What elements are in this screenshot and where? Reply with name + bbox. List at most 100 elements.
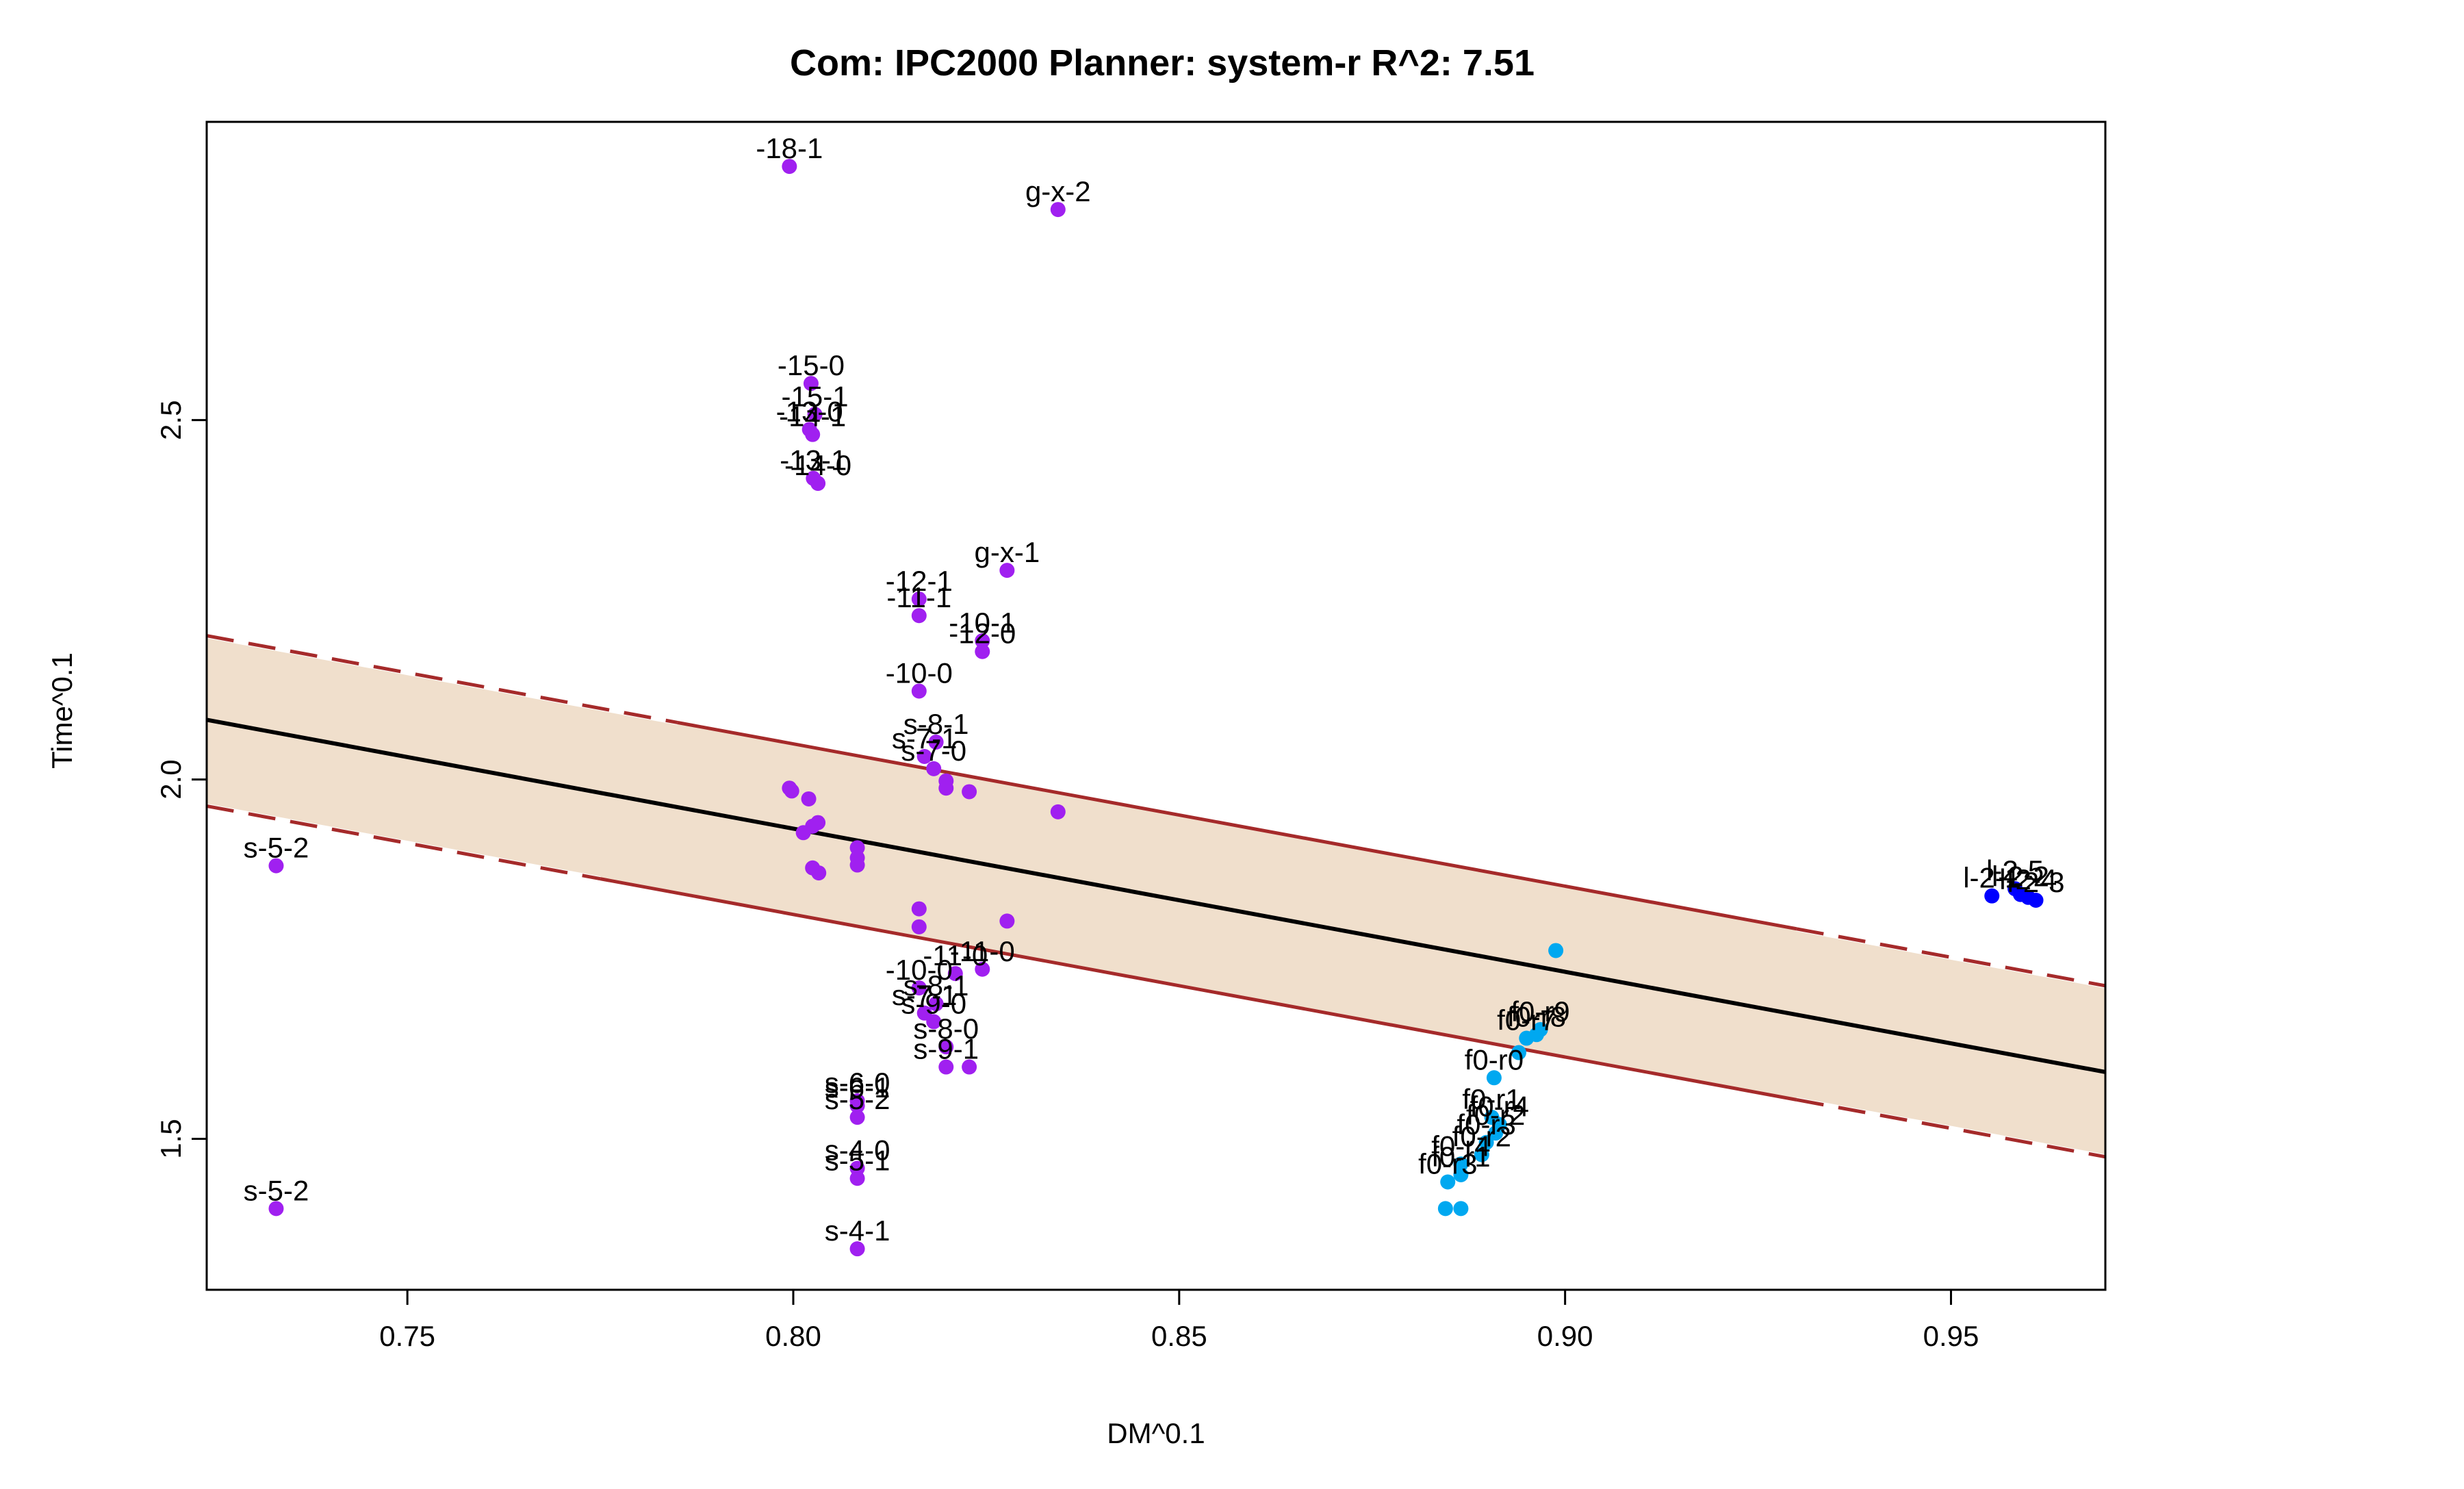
point-label: -13-1 — [780, 444, 847, 476]
data-point — [928, 735, 944, 750]
point-label: l-2-2 — [1992, 861, 2049, 893]
point-label: -10-1 — [949, 607, 1016, 639]
point-label: f0-r4 — [1431, 1130, 1490, 1162]
point-label: f0-r9 — [1511, 995, 1569, 1028]
x-tick-label: 0.90 — [1537, 1320, 1593, 1352]
point-label: -15-0 — [778, 349, 845, 381]
data-point — [849, 1241, 865, 1257]
data-point — [926, 1014, 942, 1030]
point-label: s-5-2 — [825, 1083, 890, 1115]
point-label: s-5-1 — [825, 1144, 890, 1176]
point-label: s-9-0 — [901, 987, 966, 1019]
data-point — [926, 761, 942, 776]
data-point — [1453, 1201, 1469, 1217]
plot-area: -18-1 g-x-2 -15-0-15-1-13-0-14-1 -13-1-14-0… — [207, 132, 2105, 1257]
band-dash-2 — [207, 804, 601, 881]
point-label: s-8-0 — [913, 1013, 979, 1045]
x-tick-label: 0.85 — [1151, 1320, 1207, 1352]
data-point — [807, 407, 823, 422]
data-point — [1984, 888, 2000, 904]
point-label: f0-r1 — [1462, 1083, 1521, 1115]
data-point — [1519, 1030, 1535, 1046]
data-point — [784, 783, 799, 799]
data-point — [1050, 202, 1066, 218]
data-point — [999, 913, 1015, 929]
data-point — [1440, 1174, 1456, 1190]
point-label: -14-0 — [784, 449, 851, 481]
data-point — [1488, 1125, 1504, 1141]
point-label: s-9-1 — [913, 1033, 979, 1065]
y-axis: 1.5 2.0 2.5 — [155, 400, 207, 1159]
chart-title: Com: IPC2000 Planner: system-r R^2: 7.51 — [790, 42, 1535, 84]
y-axis-label: Time^0.1 — [46, 652, 78, 769]
data-point — [811, 865, 827, 881]
data-point — [962, 784, 977, 800]
point-label: -10-0 — [886, 657, 953, 689]
point-label: f0-r2 — [1466, 1099, 1525, 1131]
data-point — [801, 791, 817, 806]
data-point — [1050, 804, 1066, 819]
x-axis: 0.75 0.80 0.85 0.90 0.95 — [379, 1288, 1979, 1352]
point-label: -15-1 — [782, 380, 849, 412]
y-tick-label: 1.5 — [155, 1119, 187, 1158]
point-label: s-8-1 — [903, 708, 969, 740]
data-point — [795, 825, 811, 841]
data-point — [268, 858, 284, 874]
point-label: s-7-1 — [892, 979, 958, 1011]
data-point — [911, 919, 927, 934]
data-point — [1437, 1201, 1453, 1217]
point-label: -10-0 — [886, 954, 953, 986]
data-point — [975, 961, 990, 977]
point-label: s-6-0 — [825, 1067, 890, 1099]
data-point — [962, 1059, 977, 1075]
x-tick-label: 0.80 — [765, 1320, 821, 1352]
x-axis-label: DM^0.1 — [1107, 1417, 1205, 1449]
x-tick-label: 0.75 — [379, 1320, 435, 1352]
data-point — [849, 1098, 865, 1114]
point-label: -14-1 — [779, 400, 846, 433]
point-label: s-4-1 — [825, 1214, 890, 1247]
point-label: -12-0 — [949, 618, 1016, 650]
data-point — [975, 644, 990, 659]
point-label: f0-r0 — [1465, 1043, 1524, 1076]
data-point — [849, 1110, 865, 1125]
point-label: -18-1 — [756, 132, 823, 164]
point-label: f0-r4 — [1470, 1091, 1529, 1123]
point-label: l-2-5 — [1986, 854, 2044, 887]
data-point — [810, 476, 826, 492]
data-point — [805, 427, 821, 442]
data-point — [911, 608, 927, 624]
point-label: s-5-2 — [244, 1174, 309, 1206]
point-label: -13-0 — [776, 395, 843, 427]
point-label: f0-r1 — [1431, 1141, 1490, 1173]
point-label: s-7-0 — [901, 735, 966, 767]
point-label: s-8-1 — [903, 969, 969, 1002]
points-layer — [268, 159, 2044, 1257]
data-point — [803, 376, 819, 392]
data-point — [911, 901, 927, 917]
point-label: -11-1 — [886, 581, 951, 613]
point-label: s-7-1 — [892, 722, 958, 754]
x-tick-label: 0.95 — [1923, 1320, 1979, 1352]
point-label: l-2-3 — [2007, 866, 2064, 898]
point-label: -12-1 — [886, 565, 953, 597]
band-dash-0 — [207, 634, 678, 724]
data-point — [938, 1059, 954, 1075]
data-point — [911, 591, 927, 607]
data-point — [2028, 892, 2044, 908]
point-label: l-2-4 — [1999, 863, 2057, 895]
data-point — [782, 159, 797, 175]
data-point — [938, 1039, 954, 1055]
y-tick-label: 2.5 — [155, 400, 187, 440]
data-point — [1548, 943, 1564, 958]
point-labels-layer: -18-1 g-x-2 -15-0-15-1-13-0-14-1 -13-1-14-0… — [244, 132, 2065, 1247]
data-point — [947, 966, 963, 982]
data-point — [849, 857, 865, 873]
y-tick-label: 2.0 — [155, 759, 187, 799]
point-label: g-x-2 — [1025, 175, 1091, 207]
point-label: f0-r2 — [1452, 1121, 1511, 1153]
data-point — [1453, 1167, 1469, 1183]
data-point — [975, 633, 990, 648]
data-point — [1453, 1156, 1469, 1172]
